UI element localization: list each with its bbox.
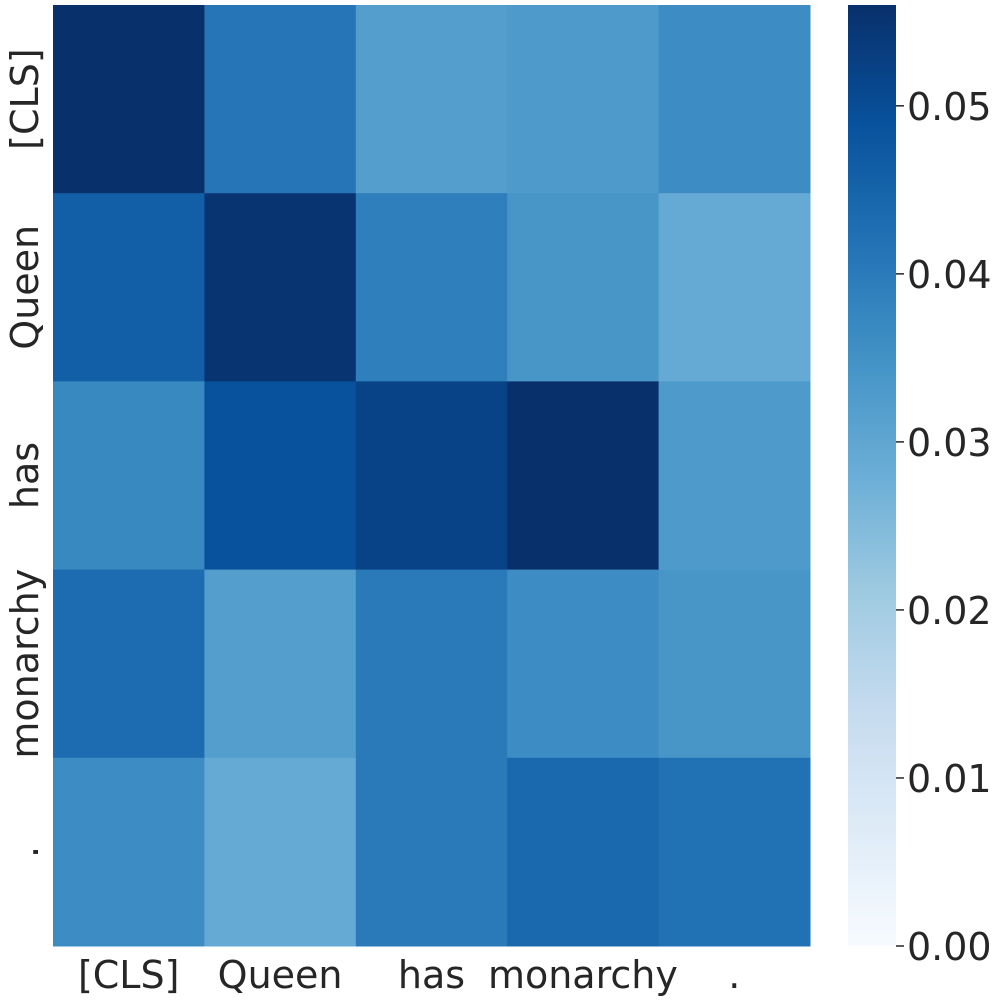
y-tick-labels: [CLS] Queen has monarchy.: [3, 48, 47, 858]
heatmap-cell-queen-cls: [53, 193, 205, 382]
heatmap-cell-cls-cls: [53, 5, 205, 194]
y-tick-label-queen: Queen: [3, 225, 47, 350]
colorbar-gradient: [848, 5, 896, 946]
heatmap-cells: [53, 5, 811, 947]
heatmap-cell-queen-has: [355, 193, 508, 382]
colorbar-tick-label: 0.05: [907, 85, 992, 129]
heatmap-cell-period-monarchy: [507, 757, 660, 947]
heatmap-cell-monarchy-period: [658, 569, 811, 759]
heatmap-cell-period-queen: [204, 757, 357, 947]
heatmap-cell-monarchy-has: [355, 569, 508, 759]
heatmap-cell-has-cls: [53, 381, 205, 571]
y-tick-label-cls: [CLS]: [3, 48, 47, 149]
heatmap-cell-monarchy-cls: [53, 569, 205, 759]
heatmap-cell-has-monarchy: [507, 381, 660, 571]
x-tick-label-has: has: [398, 953, 465, 997]
colorbar-tick-label: 0.01: [907, 757, 992, 801]
colorbar-tick-label: 0.04: [907, 253, 992, 297]
y-tick-label-monarchy: monarchy: [3, 569, 47, 759]
heatmap-cell-has-period: [658, 381, 811, 571]
colorbar-tick-label: 0.03: [907, 421, 992, 465]
heatmap-cell-has-has: [355, 381, 508, 571]
x-tick-labels: [CLS] Queen has monarchy.: [78, 953, 740, 997]
heatmap-cell-cls-has: [355, 5, 508, 194]
heatmap-cell-period-cls: [53, 757, 205, 947]
heatmap-cell-cls-period: [658, 5, 811, 194]
y-tick-label-has: has: [3, 442, 47, 509]
x-tick-label-cls: [CLS]: [78, 953, 179, 997]
heatmap-cell-cls-queen: [204, 5, 357, 194]
heatmap-cell-period-has: [355, 757, 508, 947]
x-tick-label-period: .: [728, 953, 740, 997]
heatmap-cell-queen-queen: [204, 193, 357, 382]
colorbar-tick-label: 0.00: [907, 925, 992, 969]
heatmap-cell-monarchy-queen: [204, 569, 357, 759]
colorbar-tick-label: 0.02: [907, 589, 992, 633]
heatmap-cell-queen-monarchy: [507, 193, 660, 382]
heatmap-cell-period-period: [658, 757, 811, 947]
x-tick-label-monarchy: monarchy: [488, 953, 678, 997]
heatmap-cell-queen-period: [658, 193, 811, 382]
x-tick-label-queen: Queen: [218, 953, 343, 997]
heatmap-cell-has-queen: [204, 381, 357, 571]
colorbar-ticks: 0.00 0.01 0.02 0.03 0.04 0.05: [896, 85, 992, 969]
heatmap-cell-monarchy-monarchy: [507, 569, 660, 759]
heatmap-cell-cls-monarchy: [507, 5, 660, 194]
colorbar: 0.00 0.01 0.02 0.03 0.04 0.05: [848, 5, 992, 969]
y-tick-label-period: .: [3, 846, 47, 858]
